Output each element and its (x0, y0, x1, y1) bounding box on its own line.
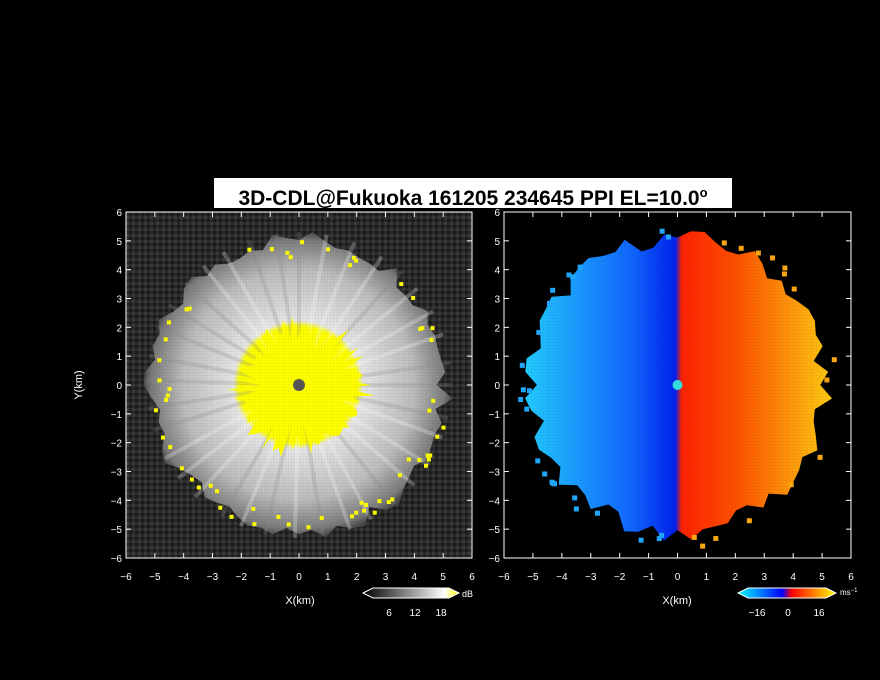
x-tick-label: 4 (412, 572, 418, 583)
y-tick-label: 1 (494, 352, 500, 363)
y-tick-label: 4 (116, 266, 122, 277)
y-tick-label: 2 (494, 323, 500, 334)
snr-colorbar-tick: 12 (409, 608, 421, 619)
y-tick-label: −5 (489, 525, 501, 536)
right-xlabel: X(km) (662, 595, 691, 607)
x-tick-label: 5 (819, 572, 825, 583)
x-tick-label: 5 (440, 572, 446, 583)
y-tick-label: 6 (116, 208, 122, 219)
left-xlabel: X(km) (285, 595, 314, 607)
y-tick-label: 2 (116, 323, 122, 334)
x-tick-label: −2 (614, 572, 626, 583)
velocity-colorbar: ms−1 −16 0 16 (736, 587, 858, 619)
x-tick-label: −2 (236, 572, 248, 583)
velocity-panel: −6 −5 −4 −3 −2 −1 0 1 2 3 4 5 6 −6 −5 −4 −3 −2 −1 0 1 2 3 4 5 6 (489, 208, 855, 583)
y-tick-label: 3 (494, 295, 500, 306)
snr-panel: −6 −5 −4 −3 −2 −1 0 1 2 3 4 5 6 −6 −5 −4 −3 −2 −1 0 1 2 3 4 5 6 (111, 208, 476, 583)
radar-center-marker (293, 379, 305, 391)
y-tick-label: 3 (116, 295, 122, 306)
x-tick-label: −1 (643, 572, 655, 583)
x-tick-label: 6 (848, 572, 854, 583)
x-tick-label: 0 (675, 572, 681, 583)
y-tick-label: −3 (111, 468, 123, 479)
y-tick-label: −2 (489, 439, 501, 450)
snr-colorbar-unit: dB (462, 589, 473, 599)
x-tick-label: 4 (790, 572, 796, 583)
y-tick-label: −1 (489, 410, 501, 421)
snr-field (126, 212, 472, 558)
x-tick-label: 6 (469, 572, 475, 583)
y-tick-label: −4 (489, 496, 501, 507)
x-tick-label: −4 (178, 572, 190, 583)
y-tick-label: 4 (494, 266, 500, 277)
chart-title: 3D-CDL@Fukuoka 161205 234645 PPI EL=10.0… (238, 185, 708, 210)
radar-center-marker (672, 380, 683, 390)
x-tick-label: 1 (325, 572, 331, 583)
x-tick-label: −5 (149, 572, 161, 583)
snr-colorbar: dB 6 12 18 (361, 587, 473, 619)
velocity-colorbar-tick: 0 (785, 608, 791, 619)
x-tick-label: 2 (733, 572, 739, 583)
y-tick-label: 5 (494, 237, 500, 248)
y-tick-label: −4 (111, 496, 123, 507)
velocity-colorbar-unit: ms−1 (840, 588, 858, 597)
x-tick-label: 3 (761, 572, 767, 583)
x-tick-label: −3 (585, 572, 597, 583)
velocity-colorbar-tick: −16 (749, 608, 766, 619)
y-tick-label: −6 (111, 554, 123, 565)
x-tick-label: 2 (354, 572, 360, 583)
y-tick-label: −1 (111, 410, 123, 421)
x-tick-label: 1 (704, 572, 710, 583)
x-tick-label: −3 (207, 572, 219, 583)
y-tick-label: −5 (111, 525, 123, 536)
snr-colorbar-tick: 6 (386, 608, 392, 619)
x-tick-label: −6 (498, 572, 510, 583)
y-tick-label: −6 (489, 554, 501, 565)
y-tick-label: 5 (116, 237, 122, 248)
velocity-field (504, 212, 851, 558)
left-ylabel: Y(km) (73, 370, 85, 399)
x-tick-label: 3 (383, 572, 389, 583)
y-tick-label: 1 (116, 352, 122, 363)
y-tick-label: 6 (494, 208, 500, 219)
title-box: 3D-CDL@Fukuoka 161205 234645 PPI EL=10.0… (214, 178, 732, 210)
x-tick-label: −4 (556, 572, 568, 583)
x-tick-label: −6 (120, 572, 132, 583)
x-tick-label: −1 (264, 572, 276, 583)
x-tick-label: 0 (296, 572, 302, 583)
snr-colorbar-tick: 18 (435, 608, 447, 619)
velocity-colorbar-tick: 16 (813, 608, 825, 619)
y-tick-label: −3 (489, 468, 501, 479)
x-tick-label: −5 (527, 572, 539, 583)
y-tick-label: 0 (116, 381, 122, 392)
y-tick-label: −2 (111, 439, 123, 450)
y-tick-label: 0 (494, 381, 500, 392)
